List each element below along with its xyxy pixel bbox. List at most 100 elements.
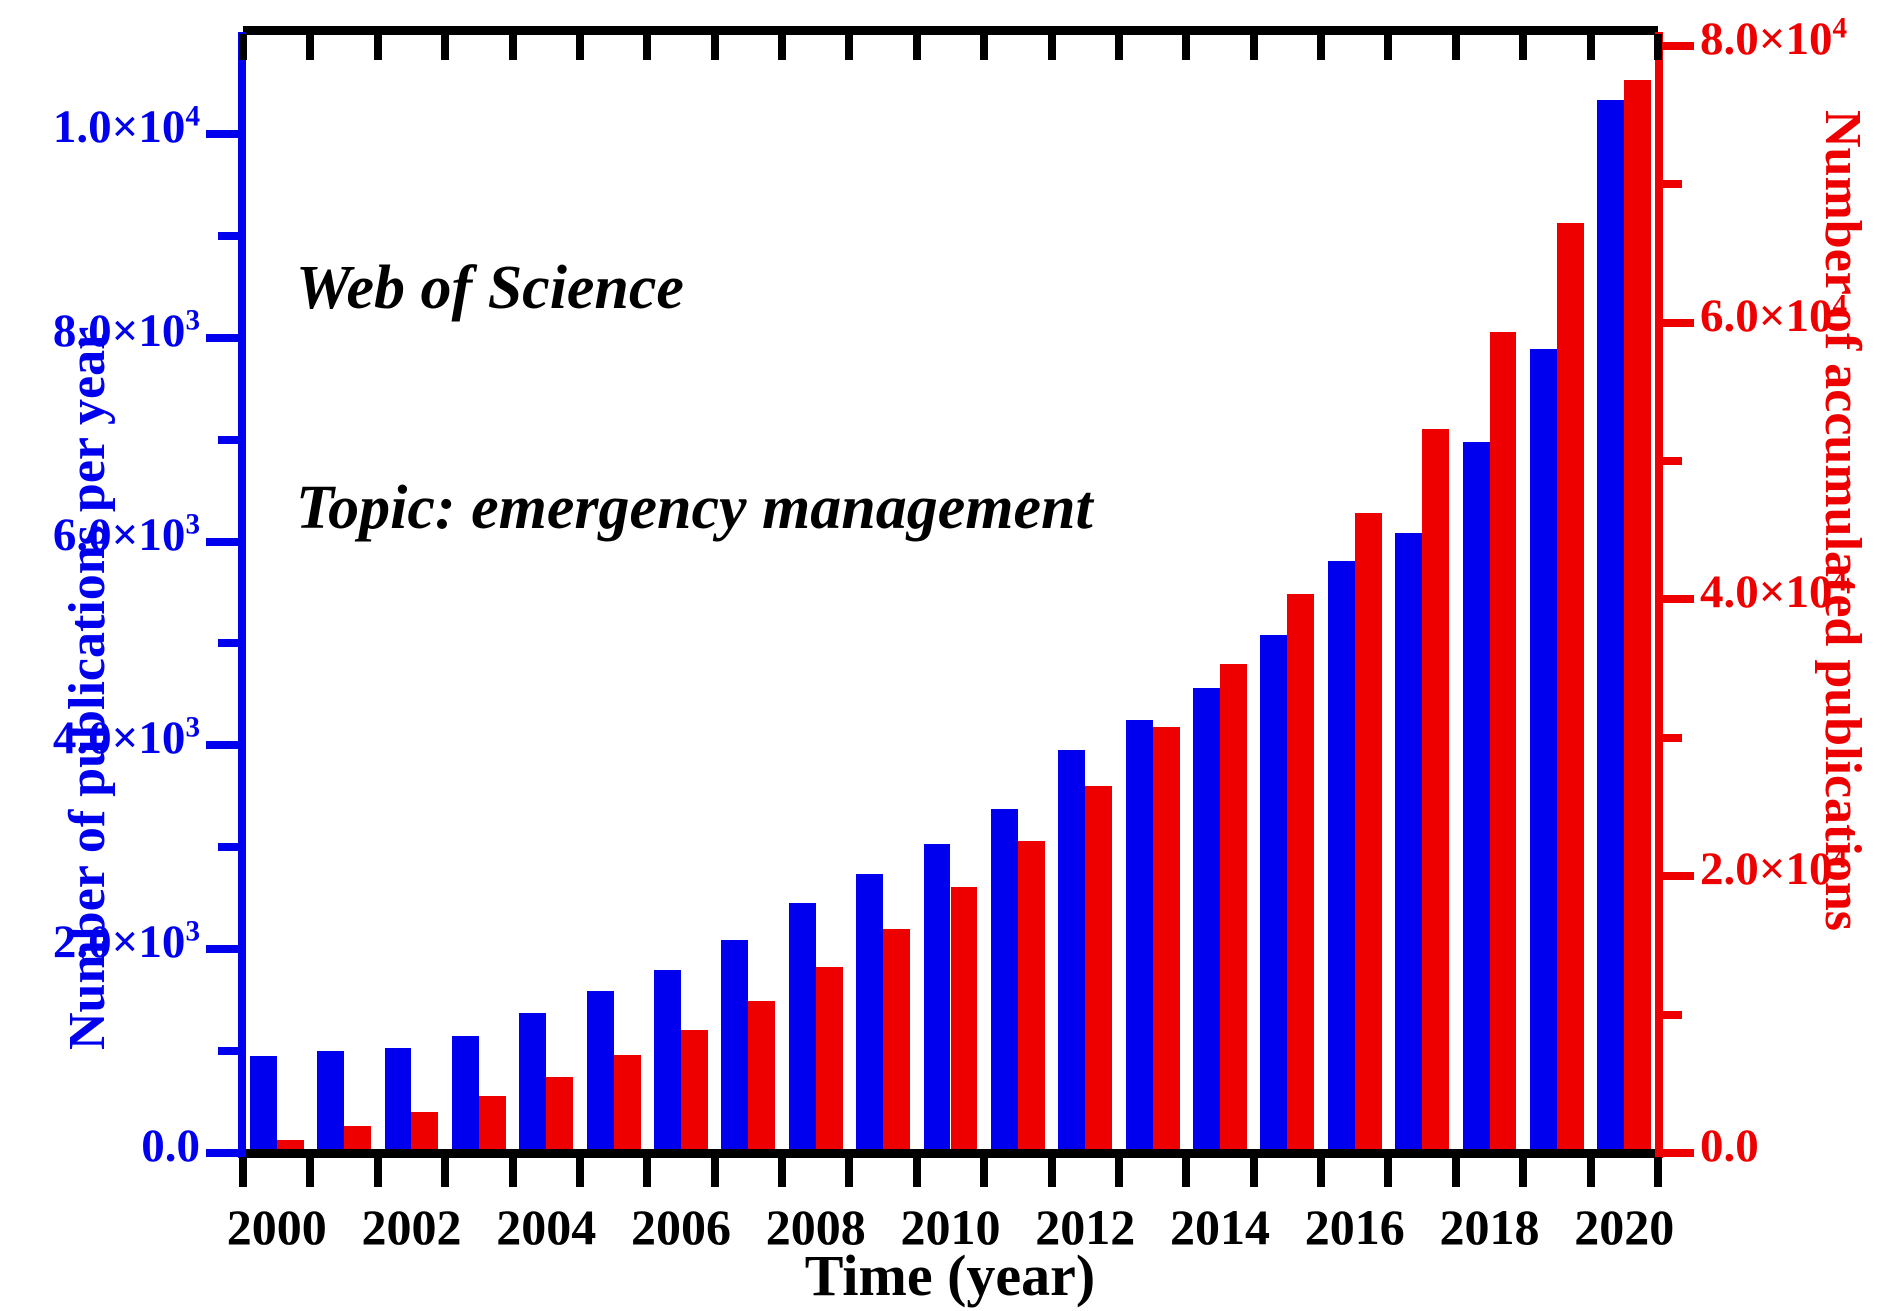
bar-accumulated-2014 <box>1220 663 1247 1153</box>
x-tick-bottom <box>1519 1157 1528 1187</box>
bar-per-year-2018 <box>1462 441 1490 1153</box>
bar-accumulated-2016 <box>1354 513 1382 1153</box>
bar-per-year-2009 <box>856 873 884 1153</box>
x-tick-label-2008: 2008 <box>765 1199 866 1255</box>
bar-per-year-2008 <box>788 903 816 1153</box>
x-tick-bottom <box>1182 1157 1191 1187</box>
bar-per-year-2004 <box>519 1013 547 1153</box>
x-tick-top <box>373 34 382 60</box>
x-tick-bottom <box>643 1157 652 1187</box>
x-tick-top <box>980 34 989 60</box>
x-tick-top <box>845 34 854 60</box>
bar-accumulated-2001 <box>344 1126 371 1153</box>
x-tick-top <box>1317 34 1326 60</box>
bar-per-year-2016 <box>1327 560 1355 1153</box>
x-tick-bottom <box>1047 1157 1056 1187</box>
bar-per-year-2019 <box>1529 348 1557 1153</box>
x-tick-bottom <box>1654 1157 1662 1187</box>
x-axis-title: Time (year) <box>804 1243 1096 1308</box>
x-tick-label-2012: 2012 <box>1035 1199 1136 1255</box>
left-axis-title: Number of publications per year <box>59 326 116 1050</box>
bar-accumulated-2005 <box>613 1054 641 1153</box>
bar-per-year-2011 <box>990 808 1018 1153</box>
x-tick-top <box>306 34 315 60</box>
left-tick-label-2000: 2.0×103 <box>52 915 200 969</box>
x-tick-label-2004: 2004 <box>496 1199 597 1255</box>
bar-accumulated-2010 <box>950 887 978 1153</box>
x-tick-bottom <box>778 1157 787 1187</box>
bar-per-year-2002 <box>384 1048 412 1153</box>
bar-accumulated-2004 <box>546 1076 574 1153</box>
bar-accumulated-2007 <box>748 1001 776 1153</box>
right-tick-major-20000 <box>1660 872 1694 881</box>
right-tick-minor <box>1660 180 1682 189</box>
left-tick-label-6000: 6.0×103 <box>52 507 200 561</box>
bar-per-year-2001 <box>317 1051 345 1153</box>
left-tick-major-6000 <box>206 537 240 546</box>
x-tick-top <box>1451 34 1460 60</box>
x-tick-bottom <box>508 1157 517 1187</box>
right-tick-minor <box>1660 457 1682 466</box>
bar-accumulated-2020 <box>1624 80 1652 1153</box>
bar-accumulated-2015 <box>1287 593 1315 1153</box>
bar-accumulated-2008 <box>815 967 843 1153</box>
x-tick-label-2018: 2018 <box>1439 1199 1540 1255</box>
x-tick-top <box>1519 34 1528 60</box>
x-tick-top <box>239 34 247 60</box>
right-tick-minor <box>1660 1010 1682 1019</box>
x-tick-label-2020: 2020 <box>1574 1199 1675 1255</box>
bar-per-year-2000 <box>249 1056 277 1153</box>
right-tick-minor <box>1660 733 1682 742</box>
left-tick-major-2000 <box>206 945 240 954</box>
x-tick-bottom <box>912 1157 921 1187</box>
x-tick-label-2010: 2010 <box>900 1199 1001 1255</box>
bar-accumulated-2019 <box>1556 223 1584 1153</box>
bars-layer <box>243 32 1658 1153</box>
right-tick-major-40000 <box>1660 595 1694 604</box>
right-tick-label-60000: 6.0×104 <box>1700 288 1848 342</box>
x-tick-top <box>441 34 450 60</box>
bar-accumulated-2018 <box>1489 332 1517 1153</box>
x-tick-bottom <box>1317 1157 1326 1187</box>
x-tick-top <box>575 34 584 60</box>
x-tick-bottom <box>306 1157 315 1187</box>
right-axis-title: Number of accumulated publications <box>1814 110 1871 931</box>
bar-per-year-2013 <box>1125 719 1153 1153</box>
plot-annotation: Web of Science Topic: emergency manageme… <box>296 106 1093 691</box>
axis-line-top <box>243 26 1658 35</box>
x-tick-top <box>1047 34 1056 60</box>
x-tick-bottom <box>1249 1157 1258 1187</box>
axis-line-left <box>238 32 246 1158</box>
right-tick-label-20000: 2.0×104 <box>1700 842 1848 896</box>
right-tick-label-40000: 4.0×104 <box>1700 565 1848 619</box>
left-tick-minor <box>218 1047 240 1056</box>
left-tick-label-8000: 8.0×103 <box>52 304 200 357</box>
x-tick-bottom <box>845 1157 854 1187</box>
bar-per-year-2020 <box>1597 100 1625 1153</box>
left-tick-major-10000 <box>206 129 240 138</box>
bar-per-year-2007 <box>721 940 749 1153</box>
annotation-line-1: Web of Science <box>296 254 684 323</box>
left-tick-major-8000 <box>206 333 240 342</box>
x-tick-bottom <box>441 1157 450 1187</box>
x-tick-bottom <box>1384 1157 1393 1187</box>
x-tick-top <box>1586 34 1595 60</box>
x-tick-bottom <box>575 1157 584 1187</box>
left-tick-minor <box>218 639 240 648</box>
left-tick-major-4000 <box>206 741 240 750</box>
axis-line-right <box>1655 32 1663 1158</box>
x-tick-top <box>1249 34 1258 60</box>
x-tick-label-2000: 2000 <box>226 1199 327 1255</box>
bar-per-year-2017 <box>1395 533 1423 1153</box>
bar-per-year-2003 <box>451 1035 479 1153</box>
x-tick-label-2014: 2014 <box>1170 1199 1271 1255</box>
bar-accumulated-2009 <box>883 929 911 1153</box>
x-tick-bottom <box>980 1157 989 1187</box>
left-tick-major-0 <box>206 1149 240 1157</box>
x-tick-top <box>1654 34 1662 60</box>
bar-per-year-2010 <box>923 844 951 1153</box>
x-tick-top <box>710 34 719 60</box>
bar-accumulated-2011 <box>1017 840 1045 1153</box>
x-tick-label-2016: 2016 <box>1304 1199 1405 1255</box>
